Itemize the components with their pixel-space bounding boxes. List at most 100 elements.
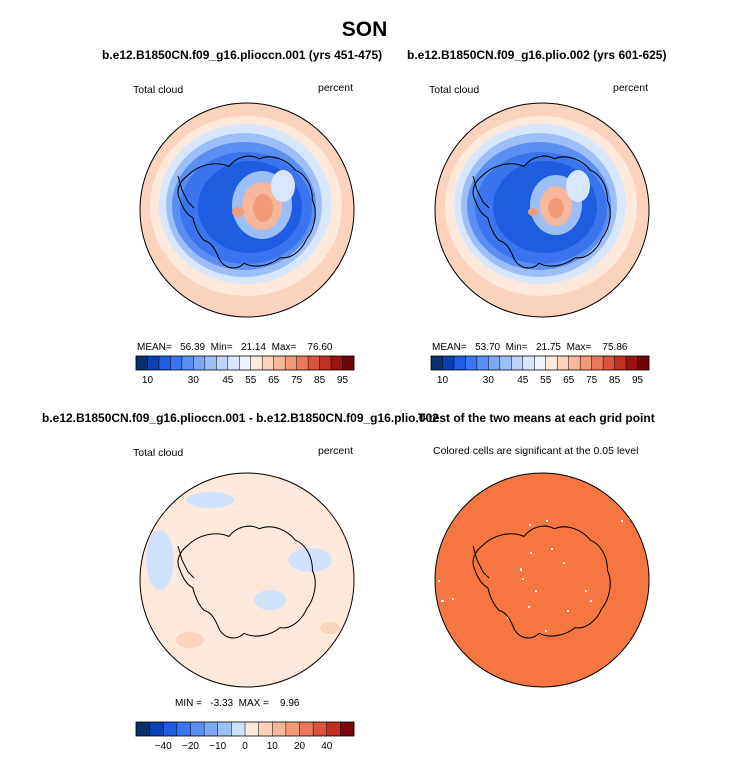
panel2-colorbar-tick-label: 75 [586, 375, 598, 386]
panel1-colorbar-cell [308, 356, 320, 370]
panel1-colorbar-tick-label: 55 [245, 375, 257, 386]
panel1-title: b.e12.B1850CN.f09_g16.plioccn.001 (yrs 4… [102, 48, 383, 62]
panel3-colorbar-cell [163, 722, 178, 736]
figure-title: SON [341, 18, 388, 41]
panel4-title: T-test of the two means at each grid poi… [418, 411, 655, 425]
panel1-colorbar-cell [147, 356, 160, 370]
panel1-colorbar-cell [239, 356, 252, 370]
panel2-colorbar-cell [534, 356, 547, 370]
panel1-colorbar-cell [181, 356, 194, 370]
panel2-colorbar-cell [637, 356, 650, 370]
panel2-colorbar-cell [545, 356, 558, 370]
panel3-colorbar-tick-label: 10 [267, 741, 279, 752]
panel1-colorbar-tick-label: 95 [337, 375, 349, 386]
panel2-colorbar-tick-label: 45 [517, 375, 529, 386]
panel3-colorbar-cell [190, 722, 205, 736]
panel2-max-value: 75.86 [602, 342, 628, 353]
panel1-min-label: Min= [210, 342, 233, 353]
panel4-subtitle: Colored cells are significant at the 0.0… [433, 445, 639, 457]
panel1-colorbar-tick-label: 65 [268, 375, 280, 386]
panel1-colorbar-cell [204, 356, 217, 370]
panel3-colorbar-outline [135, 721, 355, 737]
panel1-units-label: percent [318, 82, 354, 94]
panel2-colorbar-cell [591, 356, 604, 370]
panel2-colorbar-cell [442, 356, 455, 370]
panel3-title: b.e12.B1850CN.f09_g16.plioccn.001 - b.e1… [42, 411, 439, 425]
panel1-map-border [139, 102, 355, 318]
panel2-min-value: 21.75 [535, 342, 561, 353]
panel2-colorbar-cell [580, 356, 592, 370]
panel2-mean-value: 53.70 [475, 342, 501, 353]
panel3-map-border [139, 472, 355, 688]
panel3-colorbar-cell [299, 722, 314, 736]
panel2-colorbar-cell [431, 356, 443, 370]
panel2-colorbar-cell [603, 356, 615, 370]
panel2-units-label: percent [613, 82, 649, 94]
panel1-colorbar-cell [216, 356, 229, 370]
panel2-colorbar-cell [465, 356, 478, 370]
panel3-colorbar-cell [285, 722, 300, 736]
panel2-colorbar-tick-label: 85 [609, 375, 621, 386]
panel1-colorbar-cell [193, 356, 206, 370]
panel1-colorbar-cell [296, 356, 309, 370]
panel3-colorbar-cell [340, 722, 355, 736]
panel4-map-border [434, 472, 650, 688]
panel3-colorbar-cell [245, 722, 259, 736]
panel2-colorbar-cell [499, 356, 512, 370]
panel2-colorbar-cell [614, 356, 627, 370]
panel1-variable-label: Total cloud [133, 84, 184, 96]
panel1-colorbar-cell [227, 356, 240, 370]
panel2-colorbar-cell [522, 356, 535, 370]
panel2-colorbar-cell [626, 356, 638, 370]
panel1-colorbar-cell [319, 356, 332, 370]
panel1-colorbar-tick-label: 30 [188, 375, 200, 386]
panel1-max-value: 76.60 [307, 342, 333, 353]
panel3-colorbar-tick-label: 0 [242, 741, 248, 752]
panel3-colorbar-cell [204, 722, 219, 736]
panel3-colorbar-tick-label: −10 [209, 741, 226, 752]
panel1-colorbar-cell [273, 356, 286, 370]
panel2-colorbar-tick-label: 65 [563, 375, 575, 386]
panel3-variable-label: Total cloud [133, 447, 184, 459]
panel2-min-label: Min= [505, 342, 528, 353]
panel2-colorbar-outline [430, 355, 650, 371]
panel1-colorbar-cell [262, 356, 274, 370]
panel2-stats: MEAN= 53.70 Min= 21.75 Max= 75.86 [432, 342, 627, 353]
panel1-mean-label: MEAN= [137, 342, 172, 353]
panel3-colorbar-cell [176, 722, 191, 736]
panel1-colorbar-cell [342, 356, 355, 370]
panel2-colorbar-cell [476, 356, 489, 370]
panel2-colorbar-tick-label: 10 [437, 375, 449, 386]
panel1-stats: MEAN= 56.39 Min= 21.14 Max= 76.60 [137, 342, 332, 353]
panel1-colorbar-cell [331, 356, 343, 370]
panel1-colorbar-tick-label: 85 [314, 375, 326, 386]
panel3-colorbar-cell [258, 722, 273, 736]
panel1-colorbar-tick-label: 75 [291, 375, 303, 386]
panel2-colorbar-cell [511, 356, 524, 370]
panel1-colorbar-outline [135, 355, 355, 371]
panel2-title: b.e12.B1850CN.f09_g16.plio.002 (yrs 601-… [407, 48, 667, 62]
panel2-max-label: Max= [566, 342, 592, 353]
panel3-colorbar-cell [326, 722, 341, 736]
panel2-colorbar-cell [568, 356, 581, 370]
panel2-colorbar-cell [557, 356, 569, 370]
panel2-colorbar-tick-label: 55 [540, 375, 552, 386]
panel3-colorbar-cell [272, 722, 287, 736]
panel1-colorbar-cell [136, 356, 148, 370]
panel1-colorbar-cell [285, 356, 297, 370]
panel3-units-label: percent [318, 445, 354, 457]
panel2-colorbar-tick-label: 30 [483, 375, 495, 386]
panel3-colorbar-tick-label: −20 [182, 741, 199, 752]
panel3-colorbar-cell [136, 722, 150, 736]
panel3-colorbar-tick-label: 40 [321, 741, 333, 752]
panel3-colorbar-cell [231, 722, 246, 736]
panel1-colorbar-tick-label: 10 [142, 375, 154, 386]
panel1-colorbar-cell [158, 356, 171, 370]
panel2-colorbar-tick-label: 95 [632, 375, 644, 386]
panel3-colorbar-tick-label: −40 [155, 741, 172, 752]
panel2-mean-label: MEAN= [432, 342, 467, 353]
panel1-colorbar-tick-label: 45 [222, 375, 234, 386]
panel3-colorbar-cell [313, 722, 328, 736]
